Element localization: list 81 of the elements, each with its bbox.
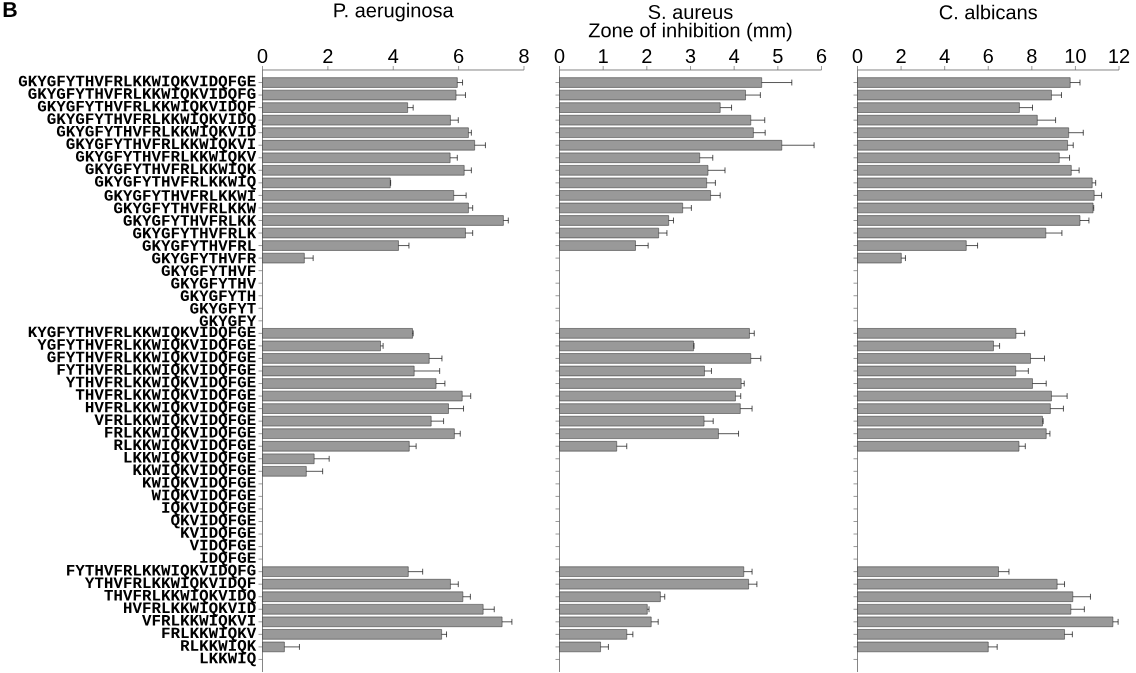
y-tick-label: WIQKVIDQFGE [151,489,256,504]
x-tick-label: 3 [685,48,696,64]
y-tick-label: GKYGFYTHVF [161,265,256,277]
y-tick-label: GKYGFYTHVFRLKKWIQKVIDQFG [28,88,256,102]
y-tick-label: YTHVFRLKKWIQKVIDQFGE [65,376,256,391]
y-tick-label: GKYGFYTHVFRL [142,240,256,251]
bar [559,566,745,577]
chart-title: S. aureus [648,4,733,20]
x-tick-label: 6 [983,48,993,64]
y-tick-label: GKYGFYTHVFRLKKWIQKVIDQF [37,100,256,115]
y-tick-label: GKYGFYTHV [171,277,257,289]
y-tick-label: KKWIQKVIDQFGE [133,464,256,479]
y-tick-label: GKYGFYTHVFRLKKWIQKVIDQFGE [18,75,256,90]
y-tick-label: LKKWIQKVIDQFGE [124,451,256,466]
y-tick-label: THVFRLKKWIQKVIDQFGE [75,389,256,403]
text: B [3,2,17,17]
y-tick-label: VIDQFGE [189,539,256,554]
x-tick-label: 0 [554,48,565,64]
x-tick-label: 1 [599,49,608,64]
bar [857,441,1020,452]
bar [857,252,902,264]
y-tick-label: GKYGFYTHVFRLKKWIQK [85,163,257,178]
x-tick-label: 2 [642,49,652,64]
y-tick-label: GKYGFYTHVFRLKKWIQKV [75,150,257,165]
y-tick-label: THVFRLKKWIQKVIDQ [104,589,256,604]
y-tick-label: HVFRLKKWIQKVIDQFGE [85,401,256,416]
chart-title: C. albicans [939,4,1037,20]
y-tick-label: QKVIDQFGE [171,514,256,529]
y-tick-label: GKYGFYT [190,302,256,314]
x-tick-label: 0 [257,48,268,64]
chart-title: P. aeruginosa [334,2,454,22]
y-tick-label: GKYGFYTHVFRLKKWIQKVID [56,125,256,140]
y-tick-label: RLKKWIQK [181,640,257,654]
y-tick-label: GKYGFYTHVFRLK [133,227,257,239]
x-tick-label: 6 [816,48,827,64]
y-tick-label: GKYGFYTHVFRLKK [123,215,257,226]
bar [857,566,999,577]
y-tick-label: HVFRLKKWIQKVID [124,602,256,617]
x-tick-label: 8 [519,48,529,64]
bar [857,77,1071,88]
bar [262,566,409,577]
y-tick-label: IQKVIDQFGE [162,502,256,516]
y-tick-label: KYGFYTHVFRLKKWIQKVIDQFGE [28,326,256,341]
x-tick-label: 4 [729,49,740,64]
bar [262,77,458,88]
y-tick-label: RLKKWIQKVIDQFGE [114,439,256,454]
y-tick-label: GKYGFY [199,315,257,327]
y-tick-label: IDQFGE [200,552,256,566]
bar [559,441,617,452]
y-tick-label: GKYGFYTH [180,290,256,302]
x-tick-label: 2 [323,49,333,64]
y-tick-label: KWIQKVIDQFGE [143,476,256,491]
y-tick-label: GFYTHVFRLKKWIQKVIDQFGE [47,351,256,366]
x-tick-label: 5 [773,49,783,64]
bar [559,77,762,88]
x-tick-label: 4 [388,49,399,64]
bar [262,466,307,477]
x-tick-label: 0 [852,48,863,64]
x-tick-label: 8 [1027,48,1037,64]
y-tick-label: FYTHVFRLKKWIQKVIDQFG [67,564,256,579]
y-tick-label: GKYGFYTHVFR [152,252,257,264]
x-tick-label: 6 [454,48,464,64]
x-tick-label: 10 [1065,48,1086,64]
y-tick-label: VFRLKKWIQKVI [142,614,256,629]
y-tick-label: LKKWIQ [200,652,256,667]
x-tick-label: 12 [1109,49,1130,64]
y-tick-label: FRLKKWIQKV [162,627,257,642]
y-tick-label: GKYGFYTHVFRLKKWI [104,190,256,201]
y-tick-label: GKYGFYTHVFRLKKWIQKVIDQ [47,113,256,128]
y-tick-label: GKYGFYTHVFRLKKW [114,202,257,214]
y-tick-label: GKYGFYTHVFRLKKWIQ [95,175,256,190]
bar [262,252,305,264]
y-tick-label: VFRLKKWIQKVIDQFGE [94,414,256,429]
y-tick-label: YTHVFRLKKWIQKVIDQF [84,577,256,592]
x-tick-label: 4 [939,49,950,64]
x-axis-title: Zone of inhibition (mm) [588,22,792,42]
y-tick-label: YGFYTHVFRLKKWIQKVIDQFGE [37,339,256,353]
y-tick-label: KVIDQFGE [181,527,256,541]
y-tick-label: FYTHVFRLKKWIQKVIDQFGE [57,364,256,378]
x-tick-label: 2 [896,49,906,64]
y-tick-label: FRLKKWIQKVIDQFGE [105,426,256,441]
